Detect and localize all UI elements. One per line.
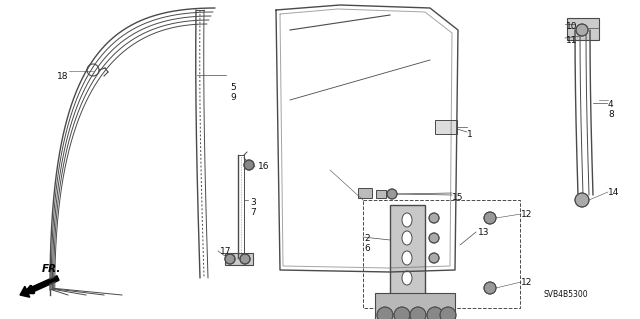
Text: 14: 14	[608, 188, 620, 197]
Circle shape	[429, 213, 439, 223]
Text: 17: 17	[220, 247, 232, 256]
Circle shape	[484, 282, 496, 294]
Circle shape	[244, 160, 254, 170]
Text: 13: 13	[478, 228, 490, 237]
Text: 1: 1	[467, 130, 473, 139]
FancyArrow shape	[20, 276, 59, 297]
Bar	[567, 18, 599, 40]
Circle shape	[575, 193, 589, 207]
Text: 5
9: 5 9	[230, 83, 236, 102]
Text: FR.: FR.	[42, 264, 61, 274]
Bar	[390, 205, 425, 300]
Text: 3
7: 3 7	[250, 198, 256, 218]
Text: 4
8: 4 8	[608, 100, 614, 119]
Circle shape	[387, 189, 397, 199]
Bar	[375, 293, 455, 319]
Circle shape	[240, 254, 250, 264]
Ellipse shape	[402, 251, 412, 265]
Ellipse shape	[402, 213, 412, 227]
Ellipse shape	[402, 231, 412, 245]
Circle shape	[225, 254, 235, 264]
Circle shape	[429, 253, 439, 263]
Circle shape	[484, 212, 496, 224]
Circle shape	[410, 307, 426, 319]
Text: 10: 10	[566, 22, 577, 31]
Ellipse shape	[402, 271, 412, 285]
Bar	[363, 200, 520, 308]
Bar	[225, 253, 253, 265]
Text: 18: 18	[56, 72, 68, 81]
Text: 11: 11	[566, 36, 577, 45]
Text: 12: 12	[521, 210, 532, 219]
Circle shape	[377, 307, 393, 319]
Circle shape	[576, 24, 588, 36]
Bar	[435, 120, 457, 134]
Circle shape	[429, 233, 439, 243]
Text: 12: 12	[521, 278, 532, 287]
Bar	[358, 188, 372, 198]
Text: 16: 16	[258, 162, 269, 171]
Text: SVB4B5300: SVB4B5300	[544, 290, 589, 299]
Text: 15: 15	[452, 193, 463, 202]
Bar	[376, 190, 386, 198]
Circle shape	[394, 307, 410, 319]
Circle shape	[427, 307, 443, 319]
Text: 2
6: 2 6	[364, 234, 370, 253]
Circle shape	[440, 307, 456, 319]
